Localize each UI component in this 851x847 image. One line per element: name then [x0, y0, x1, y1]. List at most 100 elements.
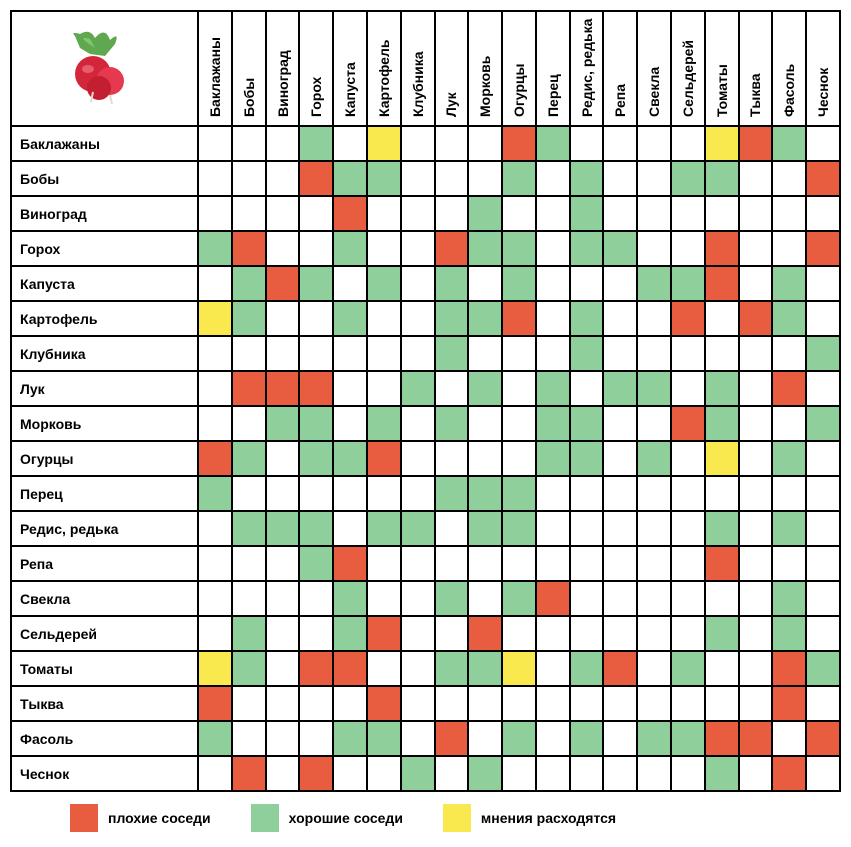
- data-cell: [570, 756, 604, 791]
- data-cell: [570, 196, 604, 231]
- data-cell: [367, 546, 401, 581]
- row-header: Тыква: [11, 686, 198, 721]
- companion-planting-chart: БаклажаныБобыВиноградГорохКапустаКартофе…: [10, 10, 841, 832]
- col-header: Репа: [603, 11, 637, 126]
- data-cell: [806, 231, 840, 266]
- legend-swatch: [251, 804, 279, 832]
- data-cell: [468, 406, 502, 441]
- data-cell: [333, 511, 367, 546]
- data-cell: [367, 336, 401, 371]
- data-cell: [266, 511, 300, 546]
- data-cell: [536, 266, 570, 301]
- data-cell: [468, 756, 502, 791]
- table-row: Чеснок: [11, 756, 840, 791]
- data-cell: [705, 721, 739, 756]
- data-cell: [570, 441, 604, 476]
- data-cell: [705, 546, 739, 581]
- data-cell: [671, 406, 705, 441]
- table-row: Баклажаны: [11, 126, 840, 161]
- data-cell: [806, 651, 840, 686]
- data-cell: [570, 511, 604, 546]
- data-cell: [806, 371, 840, 406]
- data-cell: [705, 266, 739, 301]
- row-header: Бобы: [11, 161, 198, 196]
- table-row: Клубника: [11, 336, 840, 371]
- data-cell: [536, 196, 570, 231]
- data-cell: [266, 196, 300, 231]
- data-cell: [333, 336, 367, 371]
- data-cell: [299, 511, 333, 546]
- data-cell: [232, 511, 266, 546]
- legend-item: мнения расходятся: [443, 804, 616, 832]
- data-cell: [637, 126, 671, 161]
- data-cell: [232, 651, 266, 686]
- row-header: Виноград: [11, 196, 198, 231]
- row-header: Картофель: [11, 301, 198, 336]
- data-cell: [266, 266, 300, 301]
- data-cell: [502, 686, 536, 721]
- data-cell: [266, 336, 300, 371]
- col-header-label: Виноград: [275, 50, 291, 117]
- data-cell: [637, 476, 671, 511]
- data-cell: [401, 126, 435, 161]
- data-cell: [333, 546, 367, 581]
- data-cell: [468, 616, 502, 651]
- data-cell: [570, 336, 604, 371]
- data-cell: [367, 231, 401, 266]
- data-cell: [671, 756, 705, 791]
- data-cell: [502, 406, 536, 441]
- data-cell: [232, 266, 266, 301]
- data-cell: [502, 301, 536, 336]
- data-cell: [536, 161, 570, 196]
- data-cell: [637, 616, 671, 651]
- data-cell: [603, 721, 637, 756]
- data-cell: [806, 126, 840, 161]
- data-cell: [198, 651, 232, 686]
- row-header: Перец: [11, 476, 198, 511]
- col-header: Редис, редька: [570, 11, 604, 126]
- data-cell: [401, 406, 435, 441]
- data-cell: [671, 441, 705, 476]
- data-cell: [536, 371, 570, 406]
- table-row: Фасоль: [11, 721, 840, 756]
- data-cell: [603, 231, 637, 266]
- col-header: Лук: [435, 11, 469, 126]
- data-cell: [772, 441, 806, 476]
- data-cell: [435, 126, 469, 161]
- data-cell: [772, 196, 806, 231]
- data-cell: [603, 161, 637, 196]
- data-cell: [266, 371, 300, 406]
- data-cell: [806, 756, 840, 791]
- data-cell: [367, 476, 401, 511]
- data-cell: [232, 581, 266, 616]
- data-cell: [536, 406, 570, 441]
- data-cell: [502, 616, 536, 651]
- data-cell: [739, 196, 773, 231]
- data-cell: [299, 651, 333, 686]
- data-cell: [705, 301, 739, 336]
- data-cell: [435, 686, 469, 721]
- data-cell: [806, 196, 840, 231]
- data-cell: [536, 476, 570, 511]
- data-cell: [705, 581, 739, 616]
- data-cell: [671, 721, 705, 756]
- col-header-label: Горох: [308, 77, 324, 117]
- data-cell: [468, 651, 502, 686]
- data-cell: [367, 406, 401, 441]
- radish-icon: [55, 26, 155, 111]
- data-cell: [367, 686, 401, 721]
- data-cell: [772, 231, 806, 266]
- data-cell: [468, 546, 502, 581]
- data-cell: [671, 616, 705, 651]
- data-cell: [806, 511, 840, 546]
- data-cell: [198, 546, 232, 581]
- data-cell: [401, 336, 435, 371]
- col-header: Сельдерей: [671, 11, 705, 126]
- data-cell: [367, 266, 401, 301]
- data-cell: [198, 721, 232, 756]
- data-cell: [502, 756, 536, 791]
- data-cell: [232, 546, 266, 581]
- data-cell: [671, 371, 705, 406]
- data-cell: [198, 266, 232, 301]
- data-cell: [266, 721, 300, 756]
